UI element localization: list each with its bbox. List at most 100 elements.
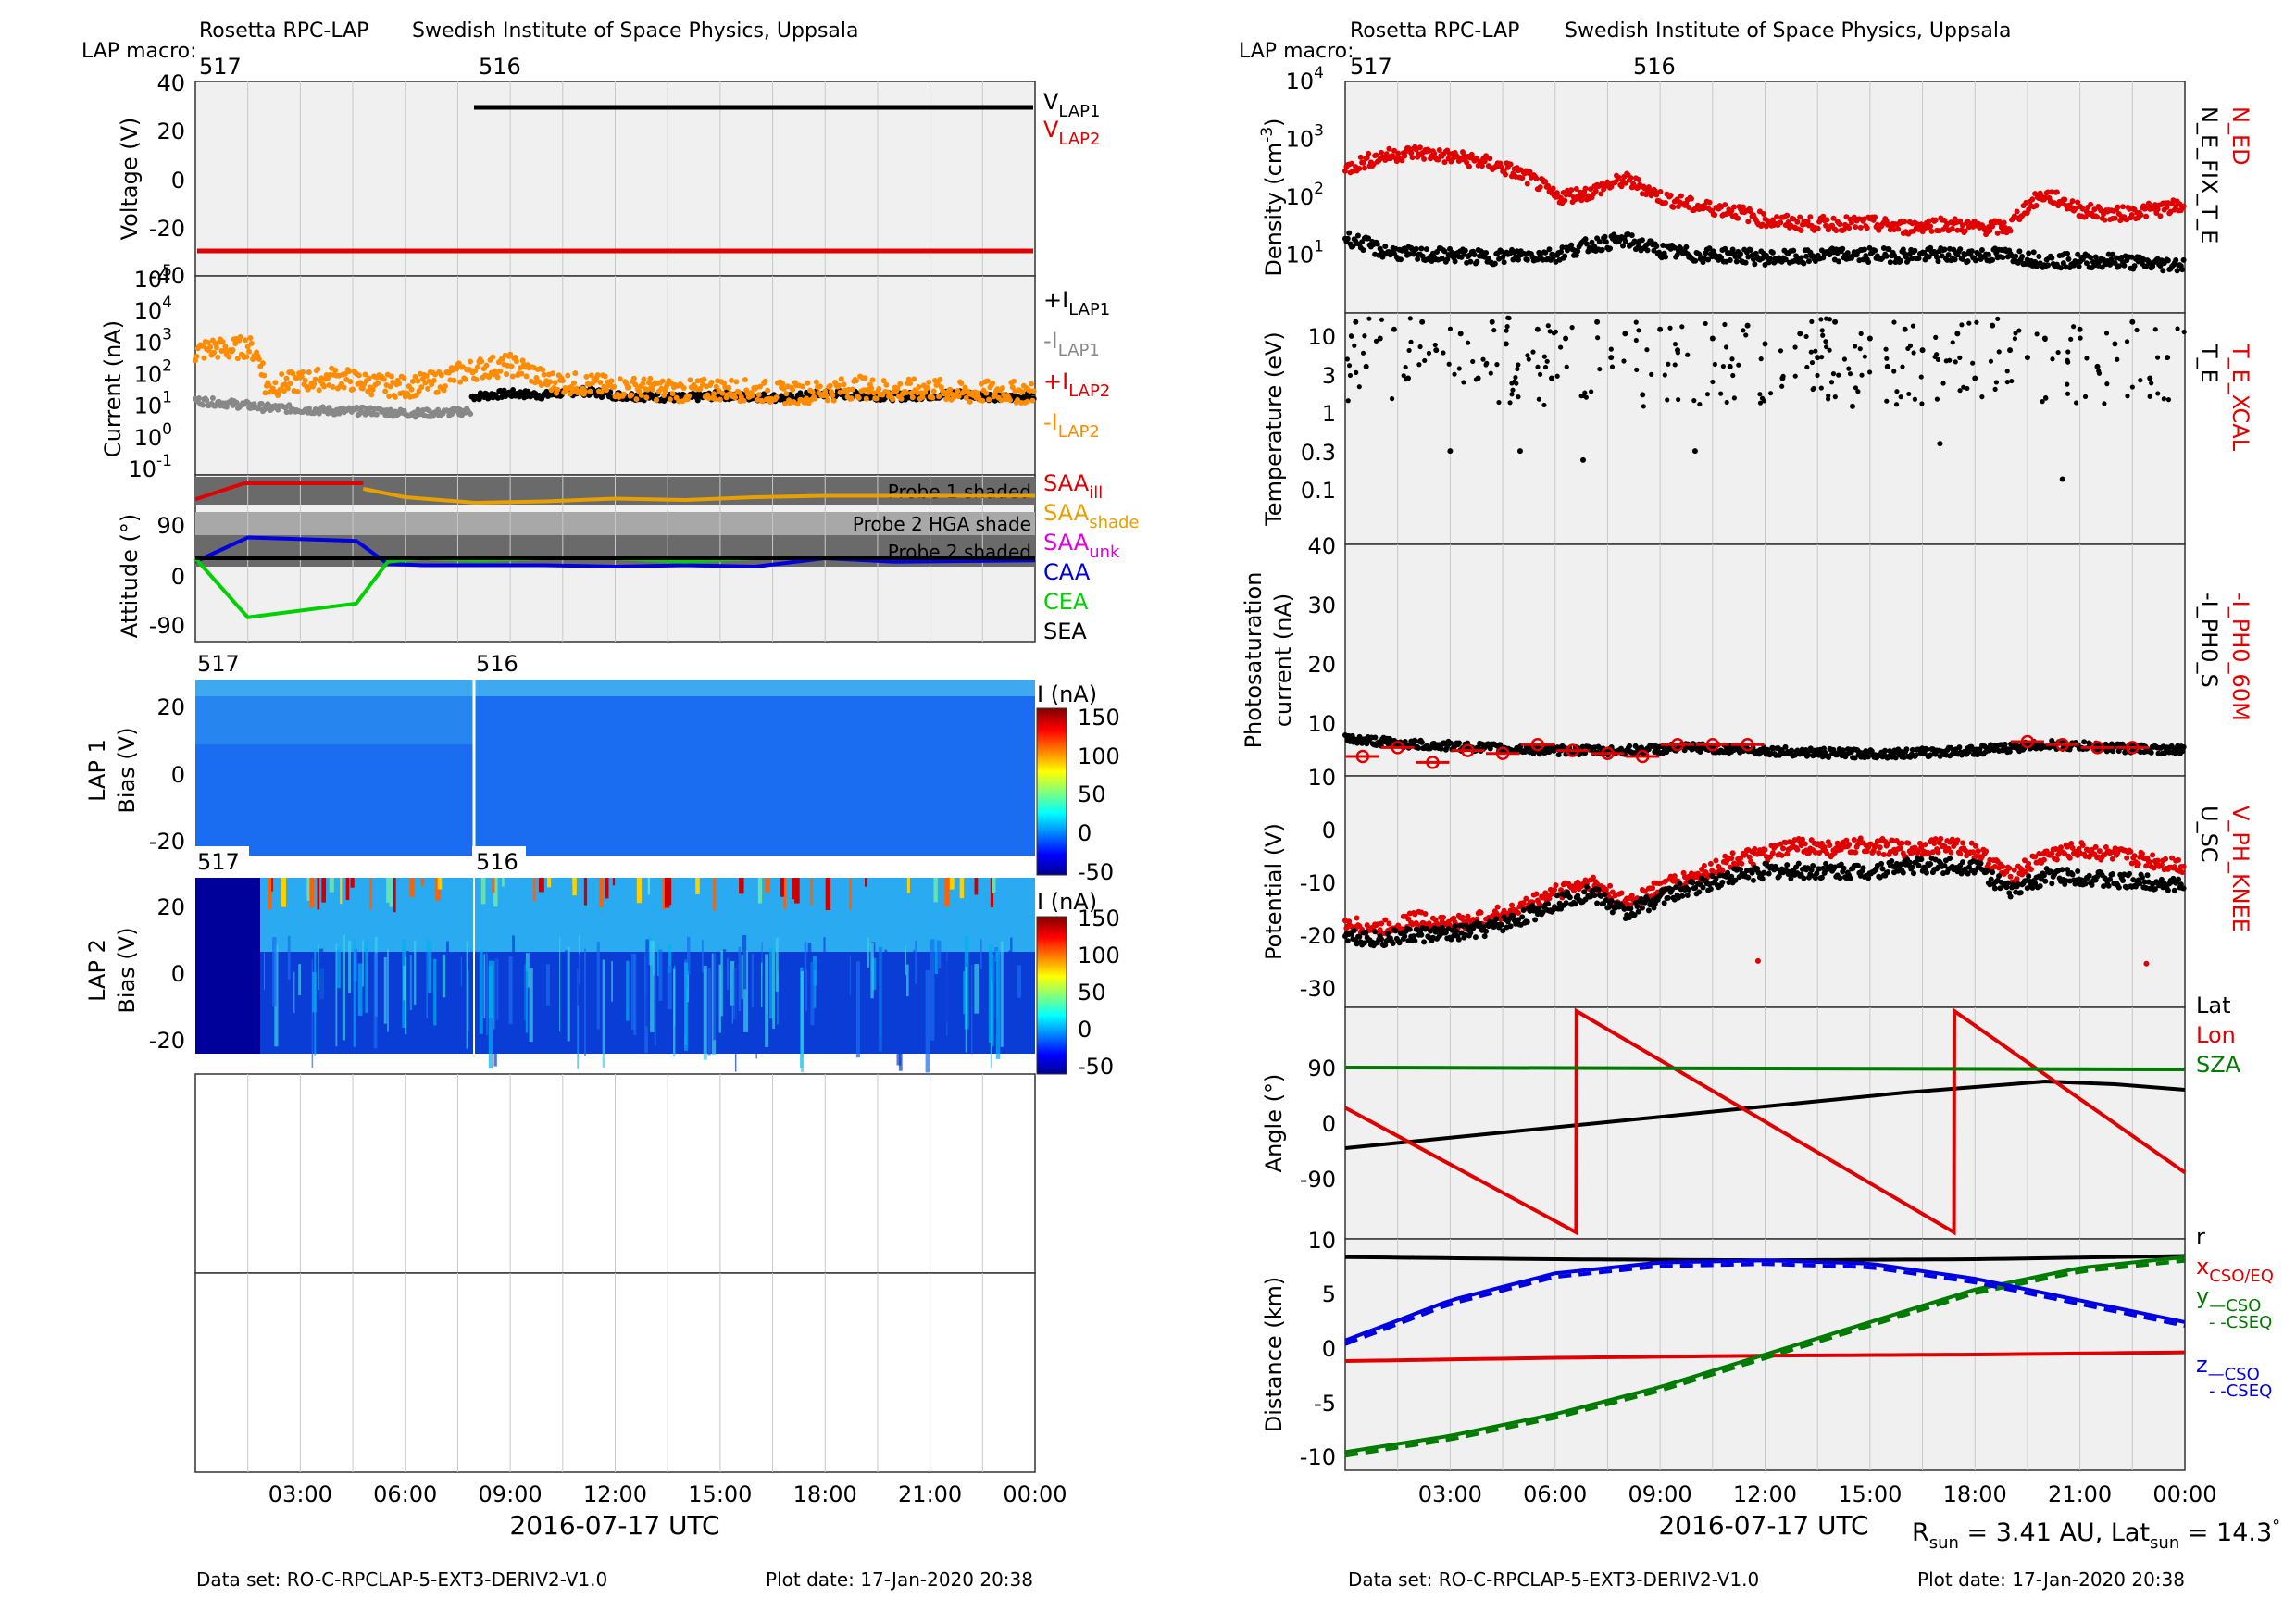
photo-red-point [2126,741,2140,755]
temperature-point [1545,323,1551,329]
density-point [1357,154,1364,160]
lap2-streak [668,944,672,973]
temperature-point [1509,392,1515,397]
lap2-streak [769,947,774,1019]
temperature-point [1830,371,1837,377]
header-institute-left: Swedish Institute of Space Physics, Upps… [412,19,858,43]
temperature-point [1722,321,1728,328]
lap2-hot-streak [992,878,996,893]
temperature-point [1934,396,1940,402]
temperature-point [1407,316,1413,321]
voltage-ytick-20: 20 [156,119,185,144]
lap2-streaks [263,878,1021,1073]
current-point [258,400,265,406]
density-point [1792,253,1799,259]
temperature-point [1898,394,1903,400]
current-point [868,385,875,392]
current-ytick: 105 [134,262,172,293]
density-point [2065,256,2072,262]
lap2-streak [567,946,570,1042]
temperature-point [2065,357,2070,363]
density-point [1578,197,1585,204]
voltage-ytick-m20: -20 [149,216,185,242]
current-point [248,340,255,346]
photo-red-point [2020,734,2035,749]
lap2-hot-streak [306,878,311,901]
density-point [1833,227,1840,233]
lap2-hot-streak [340,878,343,905]
density-point [1841,227,1847,233]
current-point [332,367,339,373]
temperature-point [2134,327,2140,333]
lap2-streak [433,958,437,1026]
current-point [598,389,605,395]
current-point [572,370,579,377]
temperature-point [1918,374,1924,380]
temperature-point [1804,364,1810,370]
photo-legend-black: -I_PH0_S [2196,593,2222,688]
temperature-point [1818,385,1824,391]
temperature-point [1797,331,1803,337]
density-point [1474,258,1480,265]
legend-main: +I [1043,369,1068,394]
current-point [200,402,206,408]
temperature-point [1541,402,1547,408]
density-point [2094,214,2101,220]
temperature-point [2102,401,2107,406]
current-point [824,397,830,404]
potential-point [1784,851,1791,857]
current-point [409,378,416,384]
density-point [2052,200,2058,206]
temperature-point [2165,397,2172,403]
density-point [2030,249,2037,256]
lap2-streak [406,950,409,1021]
current-point [369,386,376,393]
lap2-streak [905,945,906,976]
lap1-macro-516: 516 [476,651,518,677]
density-point [1759,256,1766,262]
lap2-hot-streak [780,878,784,897]
current-point [204,397,210,404]
current-point [741,397,747,404]
lap2-streak [428,940,432,993]
lap2-streak [272,937,277,1006]
lap2-streak [520,960,524,1006]
lap2-hot-streak [329,878,334,893]
potential-point [1671,873,1678,880]
current-point [749,393,755,399]
temperature-point [1667,325,1673,331]
photo-point [1882,747,1889,754]
potential-point [1379,936,1385,943]
lap2-streak [1000,941,1004,1047]
current-point [266,382,272,389]
temperature-point [2152,327,2158,332]
potential-point [1351,928,1357,934]
density-point [1774,214,1780,220]
density-point [1902,219,1908,225]
current-point [523,373,530,380]
density-point [2121,262,2128,269]
potential-point [1970,849,1977,856]
temperature-point [1373,338,1379,344]
current-point [418,384,425,391]
temperature-point [1884,398,1890,404]
density-point [1596,239,1603,245]
temperature-point [1744,322,1751,329]
current-point [963,394,969,401]
lap2-streak [1017,965,1021,998]
potential-points [1342,835,2187,967]
temperature-point [1884,356,1890,361]
temperature-point [1403,364,1408,370]
temperature-point [1846,366,1852,371]
density-point [1994,230,2001,236]
current-point [974,390,980,396]
temperature-point [2040,398,2045,405]
density-point [2029,196,2036,203]
current-point [298,373,305,380]
lap2-streak [687,936,691,975]
temperature-point [2016,328,2022,333]
lap2-streak [318,948,324,1020]
lap2-cb-m50: -50 [1078,1054,1114,1080]
lap2-hot-streak [933,878,938,903]
